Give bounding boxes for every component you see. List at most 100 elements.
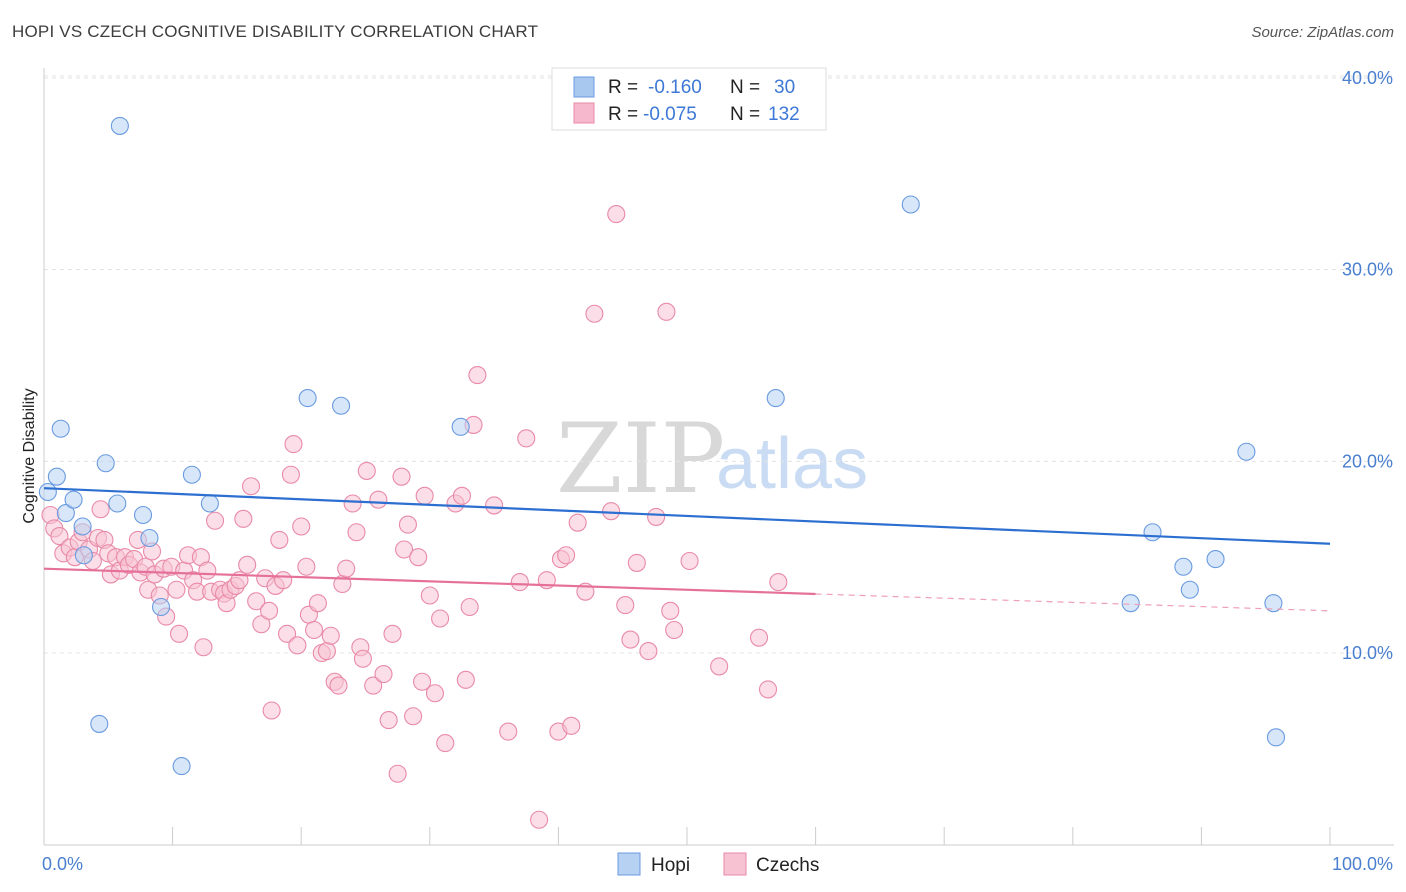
legend-n-label: N =	[730, 104, 760, 125]
data-point	[436, 734, 455, 753]
data-point	[133, 505, 153, 525]
data-point	[73, 517, 92, 536]
axes	[43, 68, 1394, 846]
data-point	[452, 486, 472, 505]
data-point	[1121, 594, 1140, 613]
data-point	[661, 601, 680, 620]
data-point	[274, 571, 293, 590]
legend-r-label: R =	[608, 77, 638, 98]
data-point	[47, 467, 66, 486]
x-tick-labels: 0.0% 100.0%	[42, 854, 1393, 874]
data-point	[409, 548, 428, 567]
data-point	[1264, 594, 1283, 613]
data-point	[398, 515, 417, 534]
data-point	[281, 465, 300, 484]
data-point	[1206, 550, 1225, 569]
trend-line-extension	[815, 593, 1331, 612]
data-point	[1174, 557, 1193, 576]
data-point	[308, 594, 327, 613]
series-swatch-czechs	[723, 852, 747, 876]
data-point	[395, 540, 414, 559]
series-label-hopi: Hopi	[651, 855, 690, 876]
data-point	[758, 680, 778, 699]
series-legend: Hopi Czechs	[617, 852, 819, 876]
y-tick-label: 20.0%	[1342, 451, 1393, 471]
data-point	[259, 601, 279, 620]
data-point	[616, 596, 635, 615]
data-point	[460, 597, 479, 617]
data-point	[51, 419, 70, 438]
data-point	[1237, 442, 1256, 461]
data-point	[108, 494, 127, 513]
data-point	[241, 477, 261, 496]
series-label-czechs: Czechs	[756, 855, 819, 876]
data-point	[468, 366, 487, 385]
hopi-points	[38, 116, 1286, 776]
watermark-zip: ZIP	[556, 403, 725, 515]
trend-lines	[43, 487, 1331, 612]
data-point	[297, 557, 316, 576]
data-point	[517, 429, 536, 448]
data-point	[404, 707, 423, 726]
data-point	[456, 670, 475, 689]
data-point	[238, 555, 257, 574]
legend-swatch-hopi	[573, 76, 595, 98]
data-point	[392, 467, 411, 486]
data-point	[262, 701, 281, 720]
watermark-atlas: atlas	[716, 424, 868, 504]
data-point	[140, 528, 159, 548]
data-point	[234, 509, 253, 528]
data-point	[420, 586, 439, 605]
data-point	[749, 628, 769, 647]
data-point	[96, 454, 115, 473]
data-point	[383, 624, 402, 643]
data-point	[194, 638, 213, 657]
data-point	[602, 502, 621, 521]
legend-n-label: N =	[730, 77, 760, 98]
data-point	[1266, 728, 1286, 747]
data-point	[151, 597, 171, 617]
data-point	[332, 396, 351, 415]
data-point	[415, 486, 434, 505]
data-point	[56, 504, 75, 523]
data-point	[317, 642, 336, 661]
data-point	[710, 657, 729, 676]
data-point	[305, 620, 324, 640]
data-point	[90, 714, 109, 733]
data-point	[607, 205, 626, 224]
legend-n-value: 30	[774, 77, 795, 98]
data-point	[413, 672, 432, 691]
data-point	[530, 810, 549, 829]
data-point	[364, 676, 383, 695]
data-point	[680, 551, 699, 571]
data-point	[247, 592, 266, 611]
y-tick-label: 30.0%	[1342, 260, 1393, 280]
data-point	[343, 494, 362, 513]
data-point	[292, 517, 311, 536]
chart-source: Source: ZipAtlas.com	[1251, 24, 1394, 41]
legend-r-value: -0.160	[648, 77, 702, 98]
data-point	[627, 553, 646, 572]
data-point	[91, 500, 110, 519]
data-point	[379, 711, 398, 730]
correlation-legend: R = -0.160 N = 30 R = -0.075 N = 132	[551, 67, 827, 131]
data-point	[329, 676, 348, 695]
x-tick-label: 100.0%	[1332, 854, 1393, 874]
data-point	[369, 490, 388, 509]
data-point	[451, 417, 470, 436]
data-point	[74, 546, 93, 565]
data-point	[1180, 580, 1199, 599]
data-point	[270, 530, 289, 549]
data-point	[901, 195, 920, 214]
series-swatch-hopi	[617, 852, 641, 876]
data-point	[172, 757, 191, 776]
data-point	[284, 435, 303, 454]
y-tick-labels: 10.0% 20.0% 30.0% 40.0%	[1342, 68, 1393, 663]
legend-swatch-czechs	[573, 102, 595, 124]
data-point	[557, 546, 576, 565]
data-point	[252, 615, 271, 634]
data-point	[337, 559, 356, 578]
data-point	[657, 302, 676, 321]
data-point	[1143, 523, 1162, 542]
data-point	[198, 561, 217, 580]
